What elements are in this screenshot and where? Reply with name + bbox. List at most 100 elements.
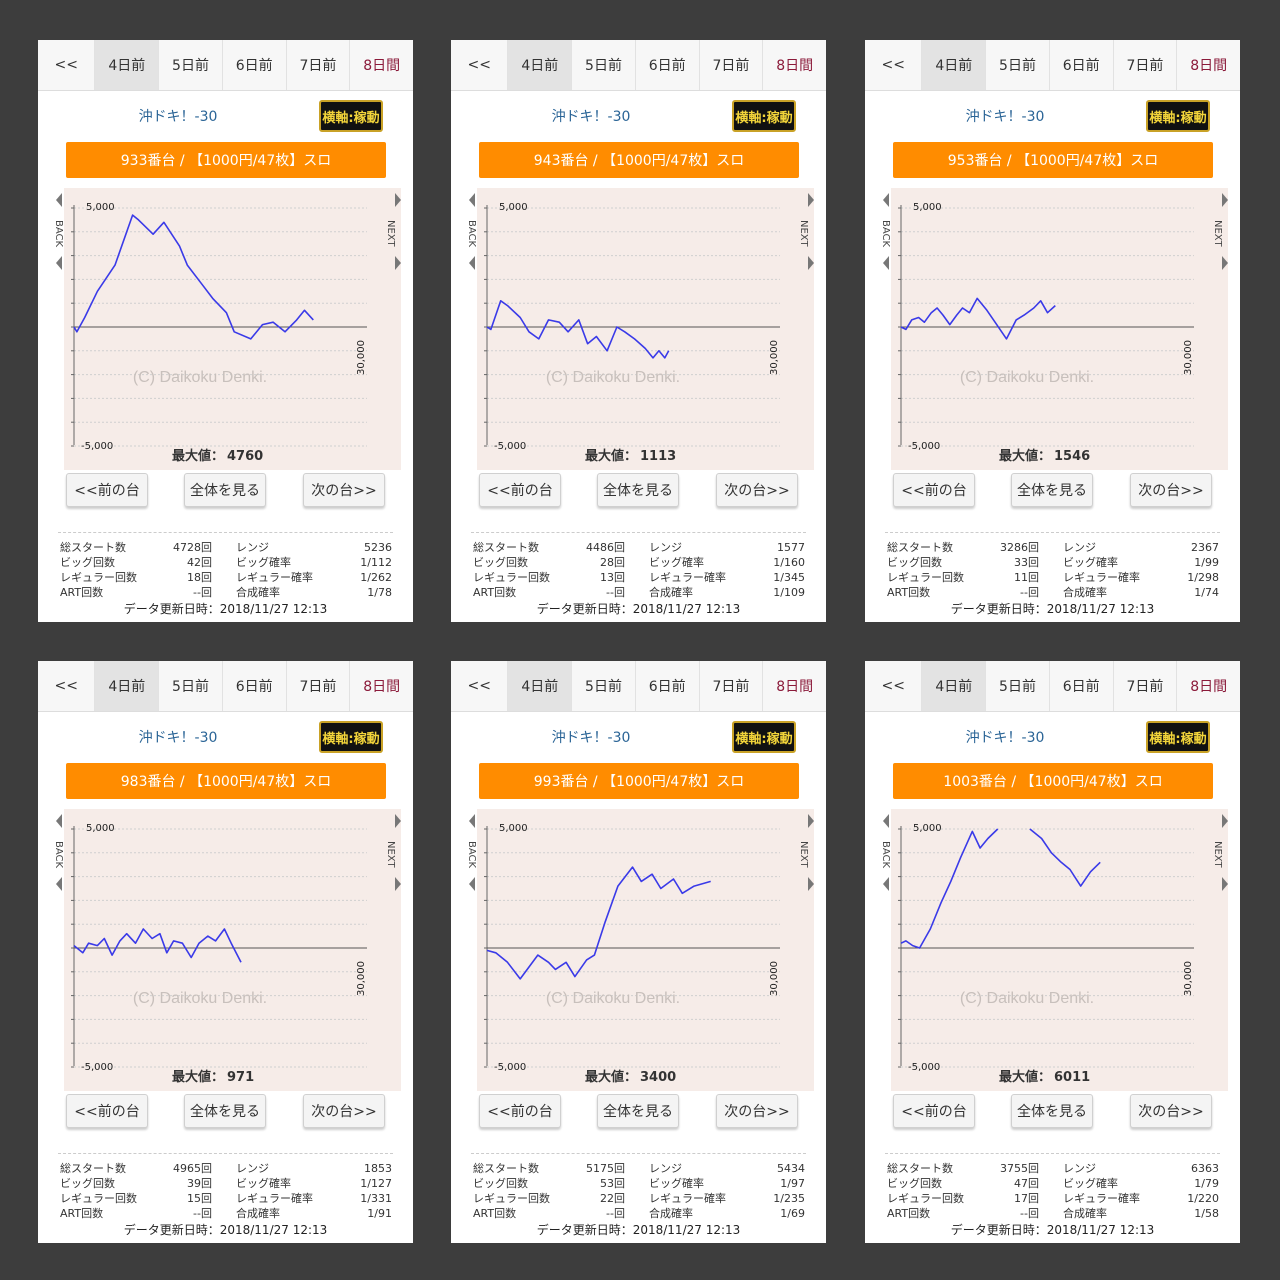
tab-4[interactable]: 7日前	[1114, 40, 1178, 90]
view-all-button[interactable]: 全体を見る	[1011, 473, 1093, 507]
next-arrow-icon[interactable]	[395, 814, 401, 828]
next-label[interactable]: NEXT	[1212, 220, 1223, 247]
back-label[interactable]: BACK	[466, 841, 477, 869]
prev-machine-button[interactable]: <<前の台	[66, 1094, 148, 1128]
tab-2[interactable]: 5日前	[572, 40, 636, 90]
tab-4[interactable]: 7日前	[287, 40, 351, 90]
next-arrow-icon[interactable]	[1222, 814, 1228, 828]
next-label[interactable]: NEXT	[385, 220, 396, 247]
tab-1[interactable]: 4日前	[95, 661, 160, 711]
tab-5[interactable]: 8日間	[776, 679, 814, 695]
back-label[interactable]: BACK	[53, 220, 64, 248]
tab-0[interactable]: <<	[38, 40, 96, 90]
tab-2[interactable]: 5日前	[572, 661, 636, 711]
tab-0[interactable]: <<	[865, 661, 923, 711]
tab-3[interactable]: 6日前	[223, 661, 287, 711]
view-all-button[interactable]: 全体を見る	[184, 473, 266, 507]
tab-5[interactable]: 8日間	[363, 58, 401, 74]
tab-1[interactable]: 4日前	[922, 661, 987, 711]
view-all-button[interactable]: 全体を見る	[597, 473, 679, 507]
tab-3[interactable]: 6日前	[223, 40, 287, 90]
next-machine-button[interactable]: 次の台>>	[716, 473, 798, 507]
next-arrow-icon-lower[interactable]	[395, 877, 401, 891]
axis-toggle-button[interactable]: 横軸:稼動	[732, 721, 796, 753]
back-arrow-icon[interactable]	[56, 814, 62, 828]
prev-machine-button[interactable]: <<前の台	[479, 473, 561, 507]
view-all-button[interactable]: 全体を見る	[1011, 1094, 1093, 1128]
prev-machine-button[interactable]: <<前の台	[893, 473, 975, 507]
tab-3[interactable]: 6日前	[1050, 661, 1114, 711]
tab-2[interactable]: 5日前	[986, 661, 1050, 711]
next-machine-button[interactable]: 次の台>>	[716, 1094, 798, 1128]
next-arrow-icon[interactable]	[808, 814, 814, 828]
tab-3[interactable]: 6日前	[636, 40, 700, 90]
tab-1[interactable]: 4日前	[508, 661, 573, 711]
axis-toggle-button[interactable]: 横軸:稼動	[319, 721, 383, 753]
back-arrow-icon-lower[interactable]	[883, 877, 889, 891]
next-arrow-icon-lower[interactable]	[808, 877, 814, 891]
axis-toggle-button[interactable]: 横軸:稼動	[319, 100, 383, 132]
view-all-button[interactable]: 全体を見る	[597, 1094, 679, 1128]
back-label[interactable]: BACK	[466, 220, 477, 248]
tab-5[interactable]: 8日間	[1190, 679, 1228, 695]
back-arrow-icon-lower[interactable]	[56, 256, 62, 270]
tab-5[interactable]: 8日間	[363, 679, 401, 695]
back-arrow-icon[interactable]	[883, 193, 889, 207]
max-value: 6011	[1054, 1070, 1090, 1085]
back-arrow-icon-lower[interactable]	[469, 256, 475, 270]
tab-1[interactable]: 4日前	[922, 40, 987, 90]
tab-5[interactable]: 8日間	[1190, 58, 1228, 74]
axis-toggle-button[interactable]: 横軸:稼動	[732, 100, 796, 132]
back-label[interactable]: BACK	[880, 841, 891, 869]
prev-machine-button[interactable]: <<前の台	[66, 473, 148, 507]
view-all-button[interactable]: 全体を見る	[184, 1094, 266, 1128]
back-label[interactable]: BACK	[880, 220, 891, 248]
tab-0[interactable]: <<	[865, 40, 923, 90]
axis-toggle-button[interactable]: 横軸:稼動	[1146, 100, 1210, 132]
back-arrow-icon[interactable]	[469, 193, 475, 207]
next-arrow-icon-lower[interactable]	[808, 256, 814, 270]
tab-0[interactable]: <<	[451, 661, 509, 711]
tab-2[interactable]: 5日前	[159, 40, 223, 90]
tab-1[interactable]: 4日前	[508, 40, 573, 90]
back-arrow-icon-lower[interactable]	[56, 877, 62, 891]
max-label: 最大値：	[172, 448, 224, 464]
next-machine-button[interactable]: 次の台>>	[303, 1094, 385, 1128]
tab-4[interactable]: 7日前	[1114, 661, 1178, 711]
next-arrow-icon-lower[interactable]	[1222, 877, 1228, 891]
tab-2[interactable]: 5日前	[986, 40, 1050, 90]
next-label[interactable]: NEXT	[385, 841, 396, 868]
axis-toggle-button[interactable]: 横軸:稼動	[1146, 721, 1210, 753]
back-arrow-icon-lower[interactable]	[469, 877, 475, 891]
tab-5[interactable]: 8日間	[776, 58, 814, 74]
next-arrow-icon[interactable]	[808, 193, 814, 207]
next-machine-button[interactable]: 次の台>>	[1130, 473, 1212, 507]
back-label[interactable]: BACK	[53, 841, 64, 869]
tab-0[interactable]: <<	[451, 40, 509, 90]
back-arrow-icon[interactable]	[469, 814, 475, 828]
prev-machine-button[interactable]: <<前の台	[893, 1094, 975, 1128]
tab-0[interactable]: <<	[38, 661, 96, 711]
next-label[interactable]: NEXT	[1212, 841, 1223, 868]
next-arrow-icon-lower[interactable]	[1222, 256, 1228, 270]
combined-label: 合成確率	[236, 586, 280, 599]
back-arrow-icon[interactable]	[56, 193, 62, 207]
tab-4[interactable]: 7日前	[700, 661, 764, 711]
next-arrow-icon-lower[interactable]	[395, 256, 401, 270]
next-machine-button[interactable]: 次の台>>	[1130, 1094, 1212, 1128]
next-label[interactable]: NEXT	[798, 220, 809, 247]
next-arrow-icon[interactable]	[395, 193, 401, 207]
tab-3[interactable]: 6日前	[636, 661, 700, 711]
next-label[interactable]: NEXT	[798, 841, 809, 868]
tab-3[interactable]: 6日前	[1050, 40, 1114, 90]
next-arrow-icon[interactable]	[1222, 193, 1228, 207]
back-arrow-icon[interactable]	[883, 814, 889, 828]
back-arrow-icon-lower[interactable]	[883, 256, 889, 270]
tab-2[interactable]: 5日前	[159, 661, 223, 711]
prev-machine-button[interactable]: <<前の台	[479, 1094, 561, 1128]
next-machine-button[interactable]: 次の台>>	[303, 473, 385, 507]
tab-1[interactable]: 4日前	[95, 40, 160, 90]
tab-4[interactable]: 7日前	[700, 40, 764, 90]
tab-4[interactable]: 7日前	[287, 661, 351, 711]
y-tick-top: 5,000	[913, 823, 942, 834]
